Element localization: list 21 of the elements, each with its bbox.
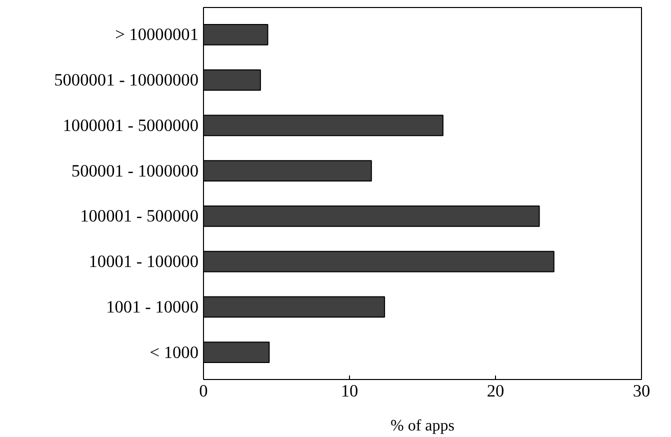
y-tick-label: 1000001 - 5000000 <box>62 116 199 135</box>
bar <box>204 296 386 318</box>
x-tick-label: 20 <box>486 382 504 400</box>
bar <box>204 250 554 272</box>
y-tick-label: 100001 - 500000 <box>80 206 199 226</box>
bar <box>204 342 270 363</box>
y-tick-label: > 10000001 <box>115 25 199 44</box>
bar <box>204 205 540 227</box>
y-tick-label: 1001 - 10000 <box>106 297 199 316</box>
y-tick-label: < 1000 <box>150 342 199 362</box>
bar <box>204 24 268 46</box>
bar <box>204 114 444 136</box>
bar <box>204 160 372 182</box>
x-axis-title: % of apps <box>390 418 454 434</box>
y-tick-label: 10001 - 100000 <box>88 252 199 272</box>
x-tick-label: 10 <box>340 382 358 400</box>
bar <box>204 69 261 91</box>
x-tick-label: 0 <box>199 382 208 400</box>
y-tick-label: 5000001 - 10000000 <box>54 70 199 90</box>
y-tick-label: 500001 - 1000000 <box>71 161 199 180</box>
x-tick-label: 30 <box>632 382 650 400</box>
